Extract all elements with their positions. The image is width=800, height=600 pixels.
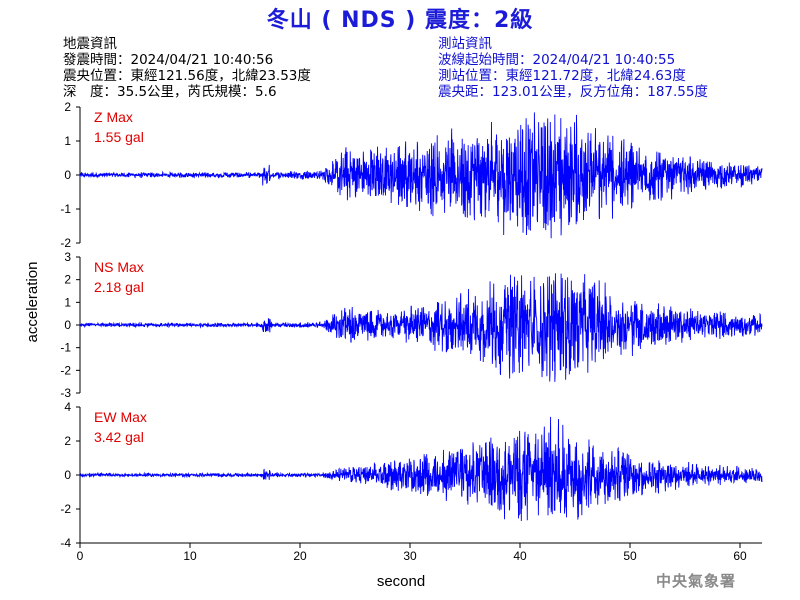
x-tick-label: 40 (513, 549, 527, 563)
ns-y-tick-label: 2 (64, 273, 71, 287)
z-y-tick-label: -1 (60, 202, 71, 216)
z-waveform-trace (79, 112, 763, 239)
z-y-tick-label: -2 (60, 236, 71, 250)
z-max-value: 1.55 gal (94, 129, 144, 145)
ew-y-tick-label: 4 (64, 400, 71, 414)
agency-footer: 中央氣象署 (656, 572, 737, 590)
x-tick-label: 60 (733, 549, 747, 563)
ew-y-tick-label: 2 (64, 434, 71, 448)
ew-y-tick-label: 0 (64, 468, 71, 482)
ew-waveform-trace (79, 416, 763, 521)
ns-y-tick-label: -3 (60, 386, 71, 400)
z-y-tick-label: 1 (64, 134, 71, 148)
ew-y-tick-label: -2 (60, 502, 71, 516)
station-location: 測站位置：東經121.72度，北緯24.63度 (438, 68, 686, 84)
x-axis-label: second (377, 573, 425, 590)
x-tick-label: 50 (623, 549, 637, 563)
ns-max-label: NS Max (94, 259, 144, 275)
z-y-tick-label: 0 (64, 168, 71, 182)
x-tick-label: 10 (183, 549, 197, 563)
z-max-label: Z Max (94, 109, 133, 125)
ns-waveform-trace (79, 273, 763, 382)
earthquake-info: 地震資訊 發震時間：2024/04/21 10:40:56 震央位置：東經121… (63, 36, 311, 100)
x-tick-label: 20 (293, 549, 307, 563)
waveform-start-time: 波線起始時間：2024/04/21 10:40:55 (438, 52, 676, 68)
ns-y-tick-label: -2 (60, 363, 71, 377)
ew-max-label: EW Max (94, 409, 147, 425)
epicenter-location: 震央位置：東經121.56度，北緯23.53度 (63, 68, 311, 84)
x-tick-label: 30 (403, 549, 417, 563)
station-info: 測站資訊 波線起始時間：2024/04/21 10:40:55 測站位置：東經1… (438, 36, 708, 100)
ew-max-value: 3.42 gal (94, 429, 144, 445)
z-y-tick-label: 2 (64, 100, 71, 114)
depth-magnitude: 深 度：35.5公里，芮氏規模：5.6 (63, 84, 277, 100)
y-axis-label: acceleration (24, 262, 41, 343)
station-info-heading: 測站資訊 (438, 36, 492, 52)
chart-title: 冬山 ( NDS ) 震度：2級 (266, 8, 534, 33)
ns-y-tick-label: -1 (60, 341, 71, 355)
ew-y-tick-label: -4 (60, 536, 71, 550)
earthquake-info-heading: 地震資訊 (63, 36, 117, 52)
ns-max-value: 2.18 gal (94, 279, 144, 295)
origin-time: 發震時間：2024/04/21 10:40:56 (63, 52, 274, 68)
epicentral-distance: 震央距：123.01公里，反方位角：187.55度 (438, 84, 708, 100)
ns-y-tick-label: 0 (64, 318, 71, 332)
ns-y-tick-label: 3 (64, 250, 71, 264)
ns-y-tick-label: 1 (64, 295, 71, 309)
x-tick-label: 0 (77, 549, 84, 563)
